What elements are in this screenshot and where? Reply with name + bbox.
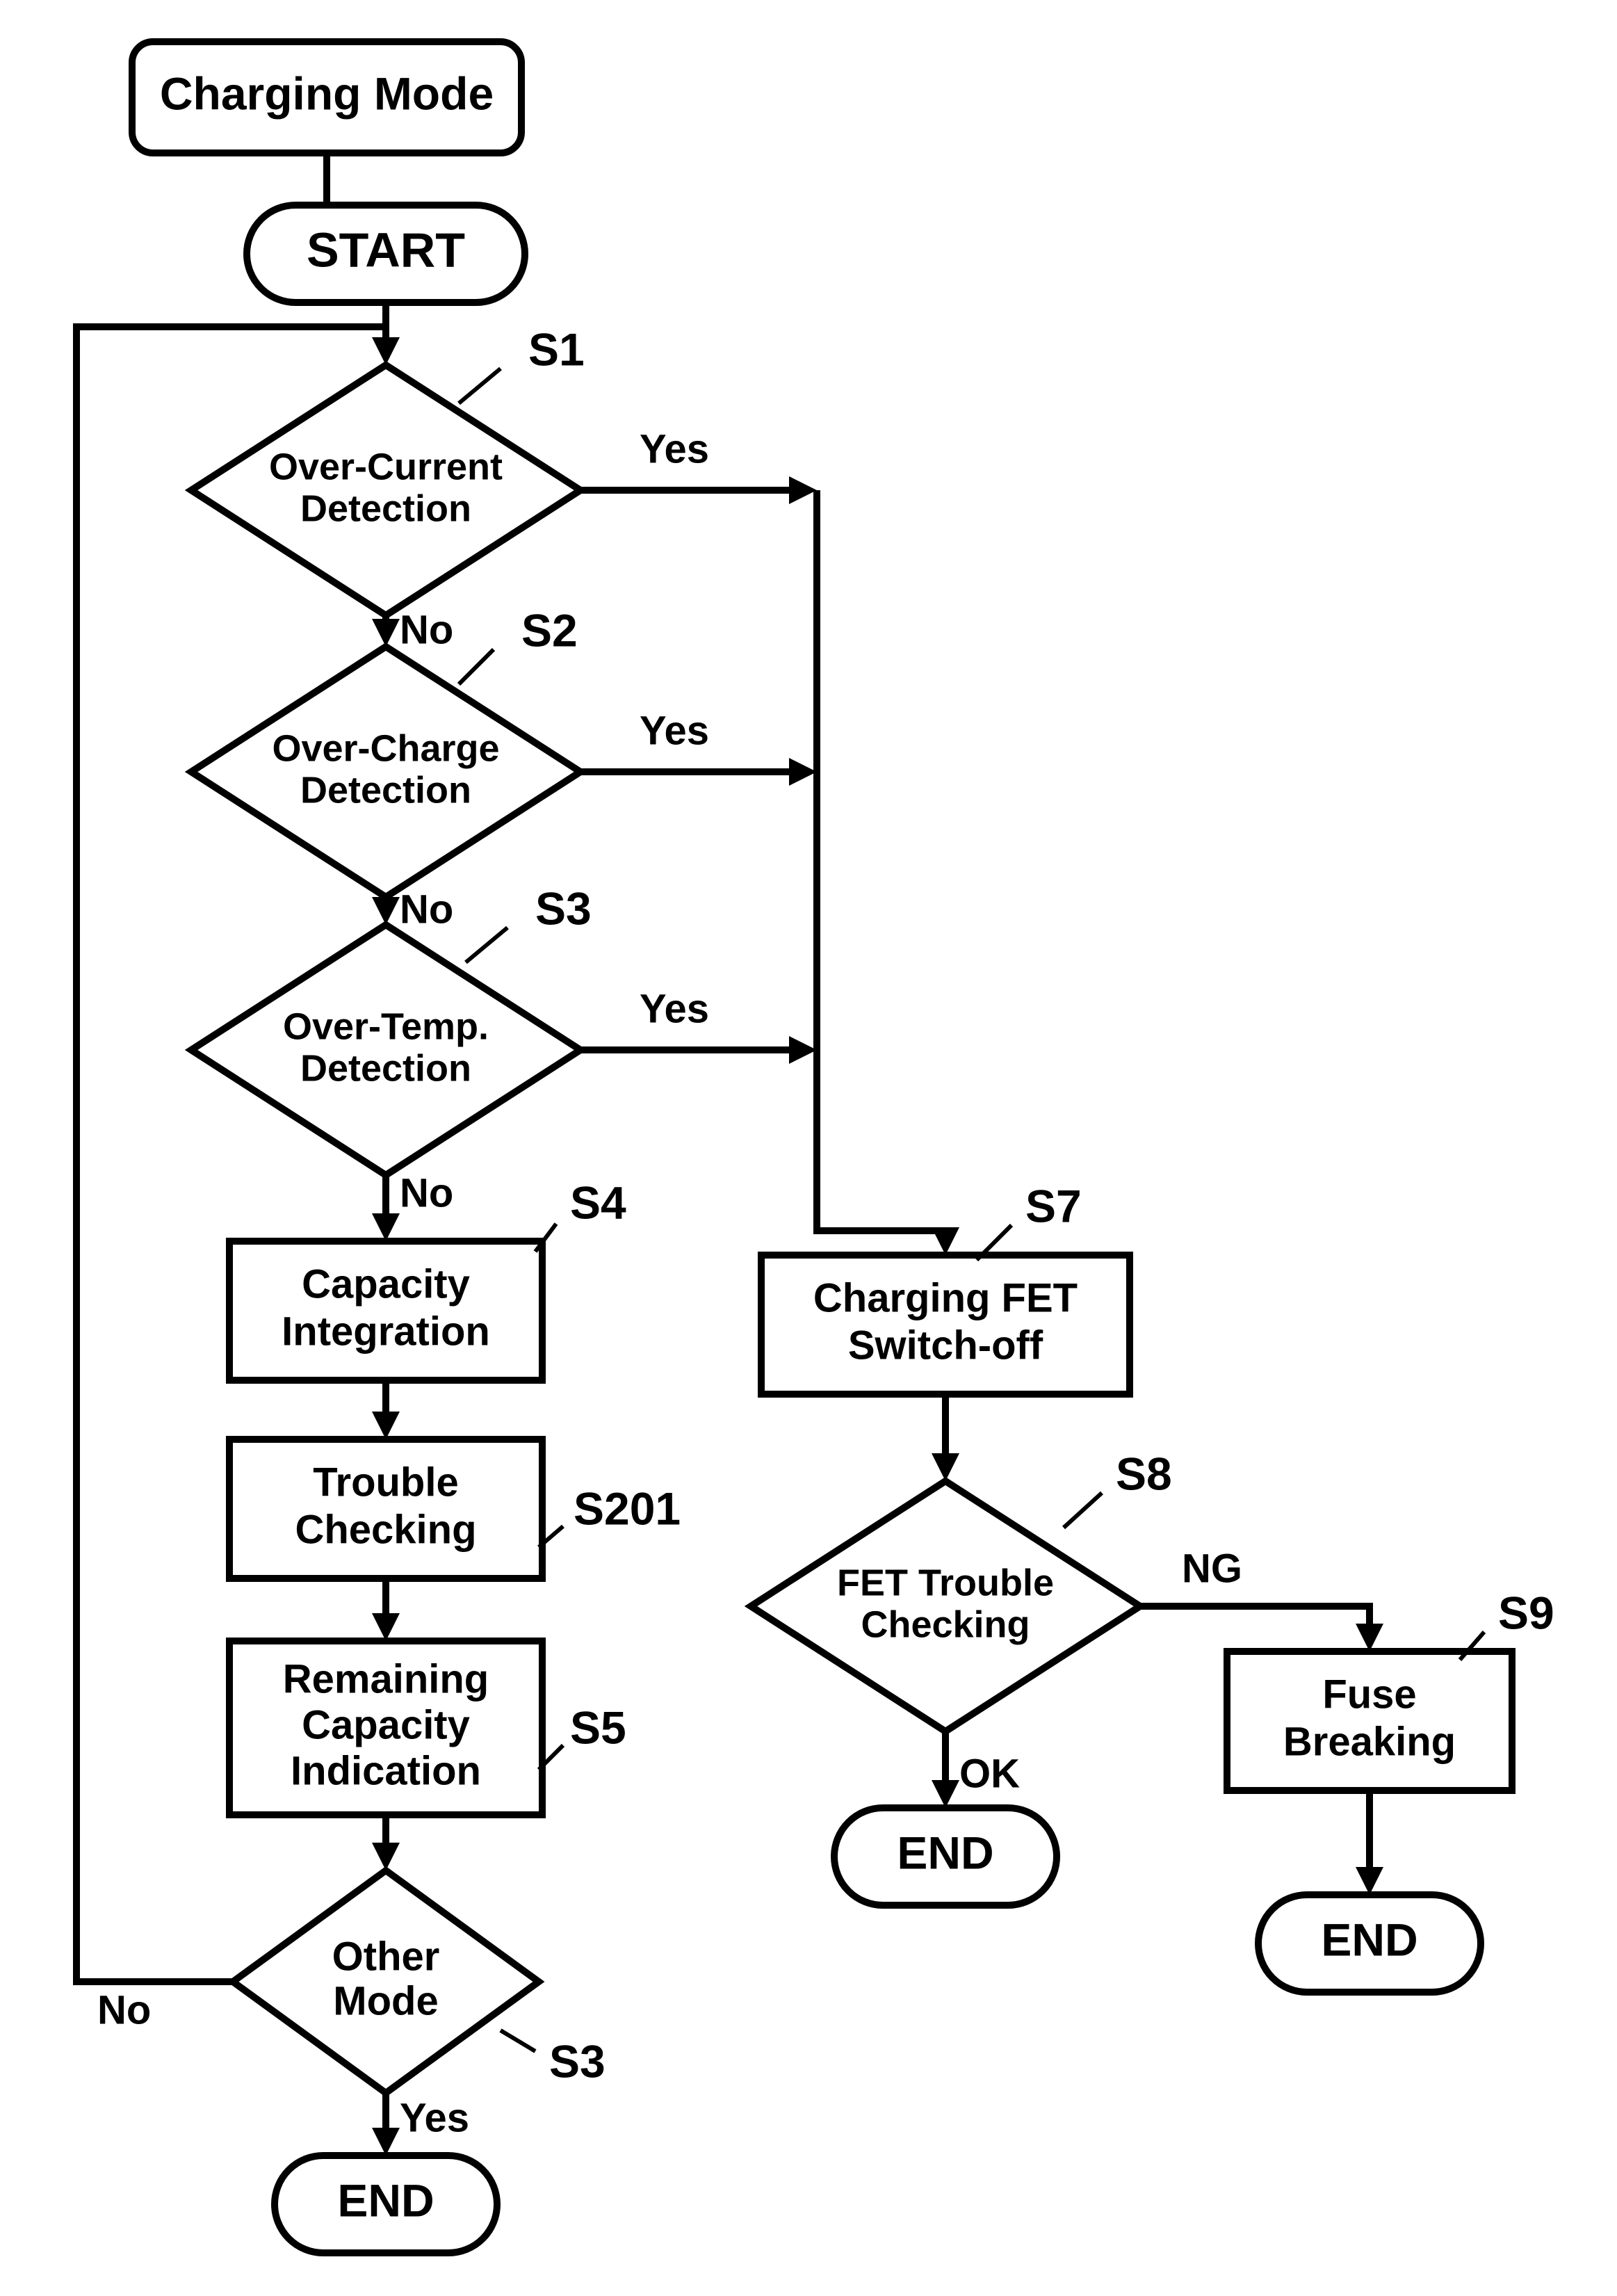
label-leader [459,649,494,684]
edge [1140,1606,1370,1624]
node-s8: FET TroubleChecking S8 [751,1448,1172,1731]
node-text: END [1321,1914,1417,1965]
edge-label: No [400,887,453,932]
step-label: S3 [535,882,592,934]
step-label: S2 [521,604,578,656]
node-text: Capacity [302,1702,470,1747]
node-text: Breaking [1283,1719,1456,1764]
node-end2: END [834,1808,1057,1905]
step-label: S1 [528,323,585,375]
node-text: END [337,2174,434,2226]
step-label: S201 [574,1482,681,1534]
arrow-head [789,1036,817,1064]
edge-label: No [400,607,453,652]
arrow-head [372,619,400,647]
node-text: Fuse [1322,1672,1416,1717]
step-label: S8 [1116,1448,1172,1499]
arrow-head [789,476,817,504]
edge-label: Yes [640,426,709,471]
edge [327,153,386,205]
arrow-head [1356,1867,1383,1895]
node-s201: TroubleChecking S201 [229,1439,681,1578]
node-text: Detection [300,487,471,529]
node-title: Charging Mode [132,42,521,153]
edge-label: Yes [400,2095,469,2140]
node-text: Charging FET [813,1275,1078,1320]
node-text: Mode [333,1978,438,2023]
step-label: S5 [570,1701,626,1753]
arrow-head [372,337,400,365]
step-label: S4 [570,1177,626,1228]
node-text: Trouble [313,1460,458,1505]
node-text: Over-Temp. [283,1005,489,1047]
node-text: Charging Mode [160,67,494,119]
node-text: Capacity [302,1261,470,1307]
node-s5: RemainingCapacityIndication S5 [229,1641,626,1815]
arrow-head [372,1613,400,1641]
node-s1: Over-CurrentDetection S1 [191,323,585,615]
label-leader [466,928,507,962]
arrow-head [932,1780,959,1808]
node-s3a: Over-Temp.Detection S3 [191,882,592,1175]
node-text: Checking [861,1603,1030,1645]
arrow-head [372,897,400,925]
node-text: FET Trouble [837,1562,1054,1603]
node-text: Indication [291,1748,481,1793]
edge-label: NG [1182,1546,1242,1591]
node-text: END [897,1827,993,1878]
arrow-head [1356,1624,1383,1651]
label-leader [501,2030,535,2051]
node-text: Integration [282,1309,490,1354]
arrow-head [789,758,817,786]
node-text: Remaining [283,1656,489,1701]
node-text: Detection [300,769,471,811]
node-s2: Over-ChargeDetection S2 [191,604,580,897]
step-label: S3 [549,2035,606,2087]
arrow-head [372,1412,400,1439]
arrow-head [932,1227,959,1255]
step-label: S9 [1498,1587,1554,1638]
arrow-head [932,1453,959,1481]
edge-label: OK [959,1751,1020,1796]
step-label: S7 [1025,1180,1082,1231]
node-s6: OtherMode S3 [233,1870,606,2093]
node-text: Over-Current [269,446,503,487]
arrow-head [372,2128,400,2156]
node-text: Other [332,1934,440,1979]
node-end1: END [275,2156,497,2253]
edge-label: No [97,1987,151,2032]
node-text: Switch-off [848,1323,1043,1368]
edge-label: Yes [640,986,709,1031]
arrow-head [372,1213,400,1241]
edge-label: Yes [640,708,709,753]
flowchart-canvas: No No No Yes Yes Yes Yes OK NG No Charging Mode STA… [0,0,1617,2296]
node-s9: FuseBreaking S9 [1227,1587,1554,1790]
label-leader [459,369,501,403]
node-text: Detection [300,1047,471,1089]
node-text: Over-Charge [272,727,499,769]
label-leader [1064,1493,1102,1528]
node-text: Checking [295,1507,476,1552]
node-text: START [307,223,465,277]
node-start: START [247,205,525,302]
edge-label: No [400,1170,453,1215]
node-end3: END [1258,1895,1481,1992]
edge [817,490,945,1231]
